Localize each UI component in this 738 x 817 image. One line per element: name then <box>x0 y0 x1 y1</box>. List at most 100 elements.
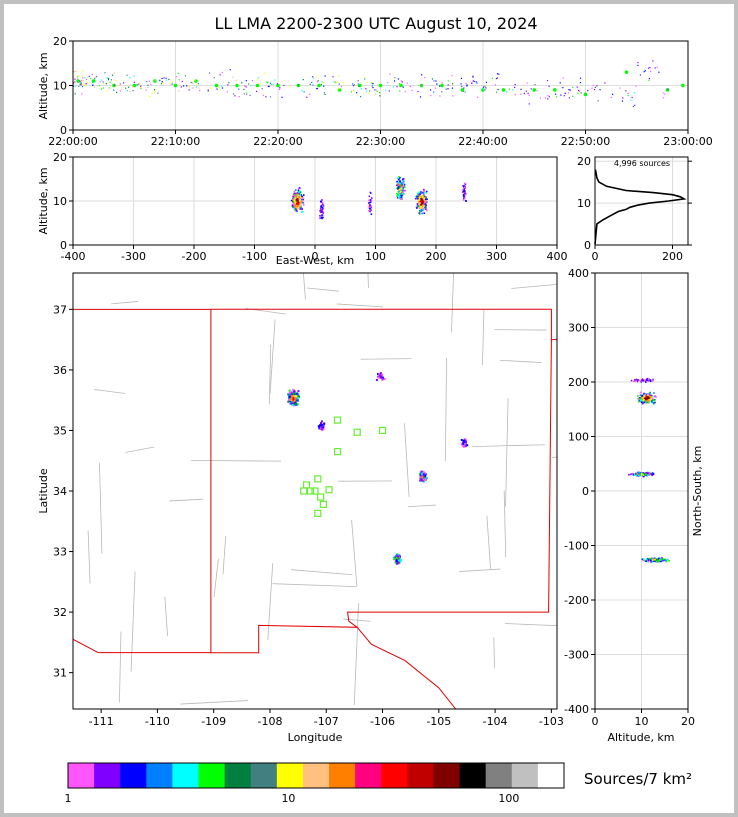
time-source-pixel <box>190 81 192 84</box>
county-line <box>444 357 448 462</box>
time-source-pixel <box>75 85 77 87</box>
plan-source-pixel <box>461 441 464 444</box>
east-west-source-pixel <box>297 195 299 198</box>
east-west-source-pixel <box>421 199 424 202</box>
east-west-source-pixel <box>321 201 324 204</box>
plan-source-pixel <box>422 474 425 477</box>
east-west-source-pixel <box>397 180 400 182</box>
time-source-pixel <box>261 88 263 90</box>
plan-source-pixel <box>289 402 292 405</box>
east-west-source-pixel <box>368 210 370 212</box>
time-source-pixel <box>104 72 106 74</box>
east-west-source-pixel <box>297 207 299 209</box>
time-source-pixel <box>472 75 474 77</box>
east-west-source-pixel <box>322 216 324 219</box>
east-west-ticks: -400 -300 -200 -100 0 100 200 300 400 0 10 20 <box>53 151 568 263</box>
time-tick-label: 22:50:00 <box>561 135 610 148</box>
east-west-source-pixel <box>301 196 304 199</box>
east-west-source-pixel <box>417 205 420 208</box>
county-line <box>302 273 306 300</box>
plan-source-pixel <box>290 401 293 404</box>
time-source-pixel <box>93 86 96 88</box>
north-south-source-pixel <box>651 401 653 403</box>
time-source-pixel <box>98 85 101 87</box>
time-source-pixel <box>139 87 142 89</box>
time-source-pixel <box>338 88 340 90</box>
time-source-point <box>378 83 383 88</box>
time-source-pixel <box>635 85 637 87</box>
east-west-source-pixel <box>321 206 324 209</box>
time-source-pixel <box>568 89 570 91</box>
east-west-source-pixel <box>322 210 324 213</box>
altitude-tick-label: 10 <box>53 195 67 208</box>
east-west-source-pixel <box>319 214 321 217</box>
east-west-source-pixel <box>462 185 465 188</box>
time-source-pixel <box>81 83 83 85</box>
east-west-source-pixel <box>463 182 466 185</box>
time-source-pixel <box>358 85 360 87</box>
north-south-source-pixel <box>640 401 643 403</box>
east-west-source-pixel <box>296 210 298 213</box>
east-west-source-pixel <box>398 187 400 190</box>
time-source-pixel <box>578 89 580 92</box>
east-west-source-pixel <box>424 198 427 201</box>
county-line <box>486 515 491 569</box>
plan-source-pixel <box>289 391 292 394</box>
time-source-pixel <box>622 97 624 99</box>
longitude-tick-label: -108 <box>257 715 282 728</box>
county-line <box>353 603 359 706</box>
plan-source-pixel <box>290 390 293 393</box>
east-west-source-pixel <box>419 193 421 196</box>
time-source-point <box>214 83 219 88</box>
north-south-source-pixel <box>668 560 670 562</box>
plan-source-pixel <box>295 393 298 396</box>
county-line <box>99 462 103 554</box>
north-south-source-pixel <box>633 473 636 476</box>
time-source-pixel <box>393 80 396 82</box>
east-west-source-pixel <box>321 203 324 206</box>
plan-source-pixel <box>422 476 425 479</box>
east-west-source-pixel <box>464 193 467 196</box>
north-south-source-pixel <box>649 557 651 560</box>
time-source-pixel <box>364 78 366 80</box>
time-source-pixel <box>269 96 272 98</box>
time-source-pixel <box>350 91 353 93</box>
east-west-source-pixel <box>296 197 299 199</box>
time-source-pixel <box>451 75 453 77</box>
time-source-pixel <box>633 92 636 94</box>
time-source-pixel <box>249 94 251 96</box>
plan-source-pixel <box>322 423 325 426</box>
north-south-source-pixel <box>648 559 651 562</box>
altitude-tick-label: 20 <box>53 35 67 48</box>
north-south-source-pixel <box>650 473 653 476</box>
plan-source-pixel <box>423 472 426 475</box>
east-west-source-pixel <box>400 185 403 188</box>
time-source-pixel <box>238 96 240 98</box>
lma-station-marker <box>317 493 325 501</box>
time-source-pixel <box>371 82 373 84</box>
colorbar-swatch <box>68 763 95 788</box>
time-source-pixel <box>241 82 243 84</box>
plan-source-pixel <box>297 399 300 402</box>
county-line <box>505 397 509 507</box>
north-south-source-pixel <box>651 473 654 475</box>
time-source-pixel <box>431 78 434 80</box>
plan-source-pixel <box>399 560 402 563</box>
time-source-pixel <box>234 95 236 97</box>
east-west-source-pixel <box>296 193 298 196</box>
time-source-pixel <box>243 93 245 95</box>
north-south-source-pixel <box>640 380 643 383</box>
north-south-source-pixel <box>641 473 643 475</box>
time-source-pixel <box>226 91 228 93</box>
time-source-pixel <box>306 96 308 98</box>
north-south-source-pixel <box>641 394 644 397</box>
lma-stations <box>300 416 387 518</box>
plan-source-pixel <box>460 443 463 446</box>
time-source-pixel <box>109 81 111 83</box>
time-source-pixel <box>289 86 291 88</box>
time-source-pixel <box>441 82 443 84</box>
time-source-pixel <box>379 95 381 97</box>
north-south-source-pixel <box>638 472 640 474</box>
east-west-source-pixel <box>421 202 424 205</box>
plan-source-pixel <box>293 390 296 393</box>
